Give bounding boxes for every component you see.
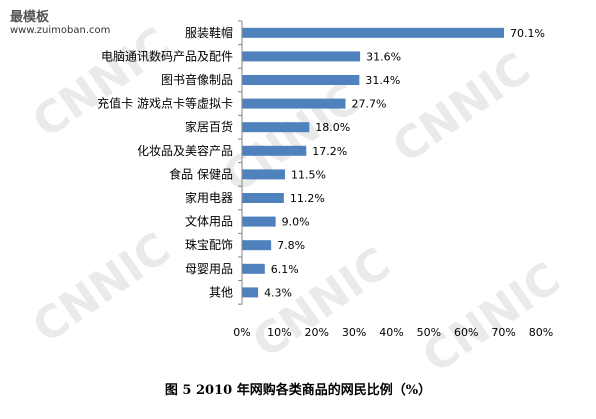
category-label-2: 图书音像制品: [161, 72, 233, 87]
category-label-6: 食品 保健品: [169, 166, 233, 181]
value-label-10: 6.1%: [271, 263, 299, 276]
chart-caption: 图 5 2010 年网购各类商品的网民比例（%）: [164, 383, 432, 398]
bar-6: [242, 169, 285, 180]
value-label-2: 31.4%: [365, 74, 400, 87]
x-axis: 0% 10% 20% 30% 40% 50% 60% 70% 80%: [233, 20, 553, 339]
value-label-3: 27.7%: [352, 98, 387, 111]
value-label-9: 7.8%: [277, 239, 305, 252]
value-label-6: 11.5%: [291, 168, 326, 181]
x-tick-label-5: 50%: [417, 326, 441, 339]
x-tick-label-3: 30%: [342, 326, 366, 339]
bar-0: [242, 27, 504, 38]
category-label-9: 珠宝配饰: [185, 238, 233, 252]
value-label-4: 18.0%: [315, 121, 350, 134]
watermark-url: www.zuimoban.com: [10, 25, 111, 36]
category-label-1: 电脑通讯数码产品及配件: [101, 48, 233, 63]
bar-9: [242, 240, 272, 251]
bar-10: [242, 263, 265, 274]
value-labels: 70.1% 31.6% 31.4% 27.7%18.0% 17.2% 11.5% 11.2%…: [264, 27, 545, 300]
bars: [242, 27, 504, 298]
value-label-0: 70.1%: [510, 27, 545, 40]
watermark-logo-5: CNNIC: [414, 253, 570, 370]
value-label-5: 17.2%: [312, 145, 347, 158]
watermark-logo-4: CNNIC: [244, 238, 400, 368]
watermark-logo-3: CNNIC: [24, 223, 180, 353]
watermark-logo-1: CNNIC: [214, 73, 370, 203]
bar-2: [242, 75, 360, 85]
category-label-10: 母婴用品: [185, 262, 233, 276]
bar-4: [242, 122, 310, 133]
x-tick-label-4: 40%: [379, 326, 403, 339]
category-label-4: 家居百货: [185, 119, 233, 134]
value-label-11: 4.3%: [264, 286, 292, 299]
category-label-0: 服装鞋帽: [185, 25, 233, 40]
category-label-11: 其他: [209, 285, 233, 299]
bar-1: [242, 51, 361, 62]
bar-3: [242, 98, 346, 109]
x-tick-label-1: 10%: [267, 326, 291, 339]
value-label-8: 9.0%: [282, 216, 310, 229]
category-label-7: 家用电器: [185, 190, 233, 205]
category-label-8: 文体用品: [185, 214, 233, 229]
value-label-7: 11.2%: [290, 192, 325, 205]
watermark-logo-2: CNNIC: [384, 43, 540, 173]
category-label-5: 化妆品及美容产品: [137, 143, 233, 158]
bar-5: [242, 145, 307, 156]
x-tick-label-0: 0%: [233, 326, 250, 339]
x-tick-label-2: 20%: [305, 326, 329, 339]
category-label-3: 充值卡 游戏点卡等虚拟卡: [97, 96, 233, 111]
watermark-brand: 最模板: [10, 10, 50, 25]
bar-8: [242, 216, 276, 227]
x-tick-label-7: 70%: [491, 326, 515, 339]
bar-11: [242, 287, 259, 298]
watermark-logo-0: CNNIC: [24, 18, 180, 148]
x-tick-label-6: 60%: [454, 326, 478, 339]
x-tick-label-8: 80%: [529, 326, 553, 339]
bar-7: [242, 193, 284, 203]
value-label-1: 31.6%: [366, 50, 401, 63]
